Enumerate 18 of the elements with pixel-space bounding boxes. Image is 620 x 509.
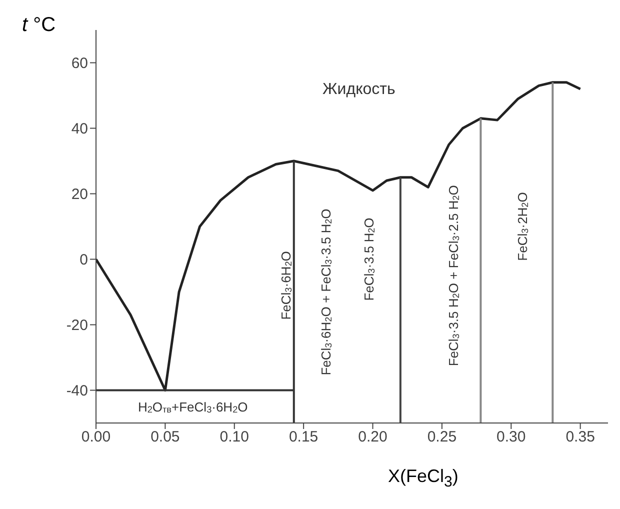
text: H$_{2}$O$_{тв}$+FeCl$_{3}$·6H$_{2}$O — [138, 399, 248, 414]
x-axis-title: X(FeCl$_{3}$) — [388, 466, 458, 491]
y-tick-label: 20 — [71, 186, 88, 204]
y-tick-label: -20 — [66, 317, 88, 334]
x-tick-label: 0.15 — [288, 428, 318, 446]
x-tick-label: 0.25 — [427, 428, 457, 446]
x-tick-label: 0.00 — [81, 428, 111, 446]
y-tick-label: 60 — [71, 55, 88, 72]
x-tick-label: 0.05 — [150, 428, 180, 446]
x-tick-label: 0.20 — [358, 428, 388, 446]
y-tick-label: 0 — [80, 252, 88, 269]
annotation: Жидкость — [322, 80, 396, 98]
y-tick-label: -40 — [66, 382, 88, 400]
y-axis-title: t °C — [22, 14, 56, 37]
y-tick-label: 40 — [71, 120, 88, 138]
x-tick-label: 0.35 — [566, 428, 595, 446]
x-tick-label: 0.30 — [496, 428, 526, 446]
x-tick-label: 0.10 — [220, 428, 249, 446]
